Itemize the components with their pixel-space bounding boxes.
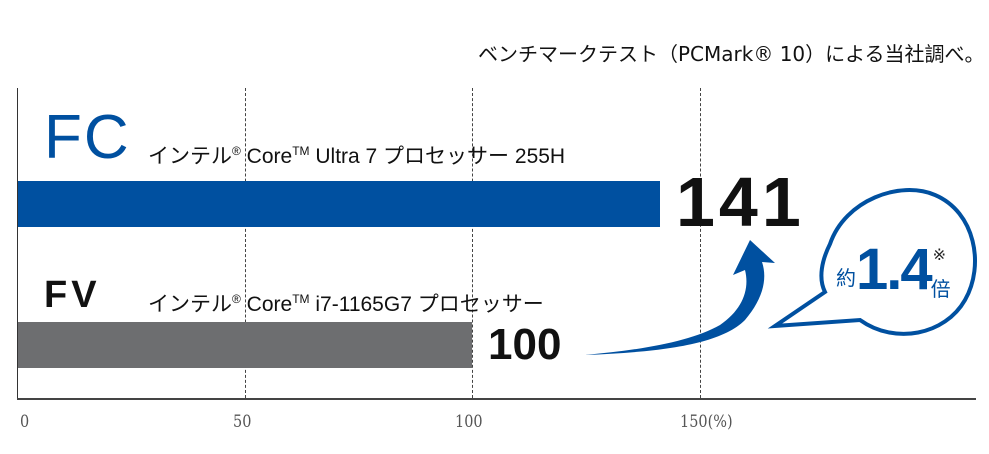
growth-arrow-and-callout — [585, 188, 977, 355]
value-label-fc: 141 — [676, 163, 805, 241]
source-note: ベンチマークテスト（PCMark® 10）による当社調べ。 — [478, 42, 985, 66]
ratio-callout: 約1.4 ※ 倍 — [836, 236, 957, 303]
series-code-fc: FC — [44, 103, 131, 172]
bar-fv — [18, 322, 472, 368]
curved-arrow-icon — [585, 240, 775, 355]
series-code-fv: FV — [44, 274, 101, 316]
callout-value: 1.4 — [856, 237, 933, 302]
callout-note-mark: ※ — [932, 247, 947, 264]
bar-fc — [18, 181, 660, 227]
value-label-fv: 100 — [488, 320, 562, 369]
gridline-100 — [472, 88, 473, 398]
x-axis — [17, 398, 976, 400]
gridline-50 — [245, 88, 246, 398]
gridline-150 — [700, 88, 701, 398]
x-tick-100: 100 — [455, 412, 483, 432]
callout-prefix: 約 — [836, 268, 856, 290]
x-tick-50: 50 — [233, 412, 252, 432]
x-tick-0: 0 — [20, 412, 30, 432]
processor-label-fc: インテル® CoreTM Ultra 7 プロセッサー 255H — [148, 144, 566, 168]
y-axis — [17, 88, 18, 399]
callout-suffix: 倍 — [930, 279, 951, 301]
speech-bubble-icon — [767, 188, 977, 336]
processor-label-fv: インテル® CoreTM i7-1165G7 プロセッサー — [148, 292, 544, 316]
x-tick-150: 150(%) — [680, 412, 733, 432]
